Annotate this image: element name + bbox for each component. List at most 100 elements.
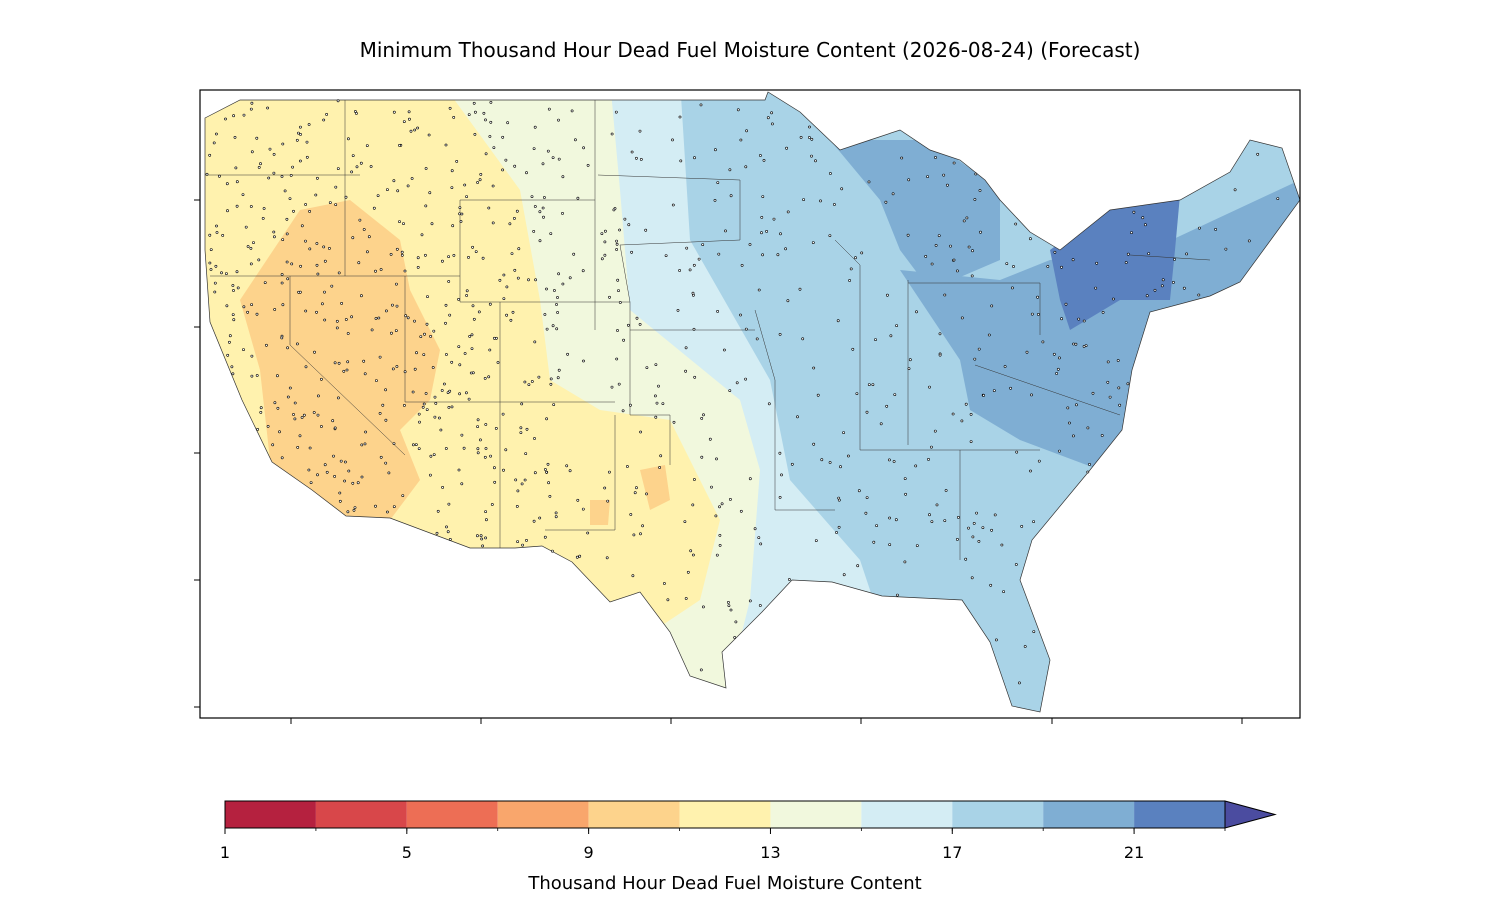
station-dot xyxy=(448,538,452,541)
station-dot xyxy=(307,468,311,472)
station-dot xyxy=(586,163,590,167)
station-dot xyxy=(410,177,414,180)
station-dot xyxy=(298,434,302,438)
station-dot xyxy=(617,289,620,293)
station-dot xyxy=(733,636,737,639)
station-dot xyxy=(403,370,407,374)
station-dot xyxy=(209,268,213,271)
station-dot xyxy=(406,316,410,320)
station-dot xyxy=(230,365,234,369)
colorbar-segment xyxy=(770,801,862,828)
station-dot xyxy=(422,402,426,406)
station-dot xyxy=(505,313,509,317)
station-dot xyxy=(281,303,285,307)
station-dot xyxy=(487,206,491,210)
station-dot xyxy=(1247,239,1251,243)
station-dot xyxy=(429,334,433,338)
station-dot xyxy=(554,511,558,515)
station-dot xyxy=(715,457,718,461)
station-dot xyxy=(849,267,853,271)
station-dot xyxy=(776,253,780,257)
station-dot xyxy=(322,245,326,249)
station-dot xyxy=(546,462,550,466)
station-dot xyxy=(515,504,519,508)
station-dot xyxy=(926,175,930,179)
station-dot xyxy=(819,199,822,203)
station-dot xyxy=(1182,286,1186,290)
station-dot xyxy=(459,220,463,223)
station-dot xyxy=(639,157,643,161)
station-dot xyxy=(519,426,523,430)
station-dot xyxy=(534,278,538,282)
station-dot xyxy=(394,329,398,333)
station-dot xyxy=(874,338,877,342)
station-dot xyxy=(748,477,752,481)
station-dot xyxy=(759,154,762,157)
station-dot xyxy=(856,564,860,568)
station-dot xyxy=(672,420,676,424)
station-dot xyxy=(281,238,285,242)
station-dot xyxy=(847,454,850,458)
station-dot xyxy=(378,355,382,359)
moisture-region xyxy=(590,500,610,525)
station-dot xyxy=(351,154,355,158)
station-dot xyxy=(641,524,645,528)
station-dot xyxy=(1224,247,1228,251)
station-dot xyxy=(1117,386,1121,390)
station-dot xyxy=(433,395,437,399)
station-dot xyxy=(684,369,688,373)
station-dot xyxy=(342,369,346,373)
station-dot xyxy=(533,205,537,208)
station-dot xyxy=(977,540,981,543)
station-dot xyxy=(833,203,836,206)
colorbar-segment xyxy=(315,801,407,828)
station-dot xyxy=(533,340,537,344)
station-dot xyxy=(618,301,622,304)
station-dot xyxy=(889,334,893,338)
station-dot xyxy=(474,250,478,254)
station-dot xyxy=(1002,590,1006,594)
station-dot xyxy=(655,401,659,405)
station-dot xyxy=(1160,284,1164,288)
station-dot xyxy=(241,193,245,197)
station-dot xyxy=(576,498,580,502)
station-dot xyxy=(442,382,446,386)
station-dot xyxy=(875,524,879,528)
station-dot xyxy=(779,232,782,236)
station-dot xyxy=(720,502,724,506)
station-dot xyxy=(360,475,364,479)
station-dot xyxy=(839,465,842,469)
country-outline xyxy=(204,91,1301,713)
station-dot xyxy=(615,357,619,361)
station-dot xyxy=(387,471,391,475)
station-dot xyxy=(231,284,235,287)
station-dot xyxy=(346,332,350,335)
station-dot xyxy=(417,412,421,416)
station-dot xyxy=(385,188,389,192)
station-dot xyxy=(582,146,586,150)
station-dot xyxy=(377,316,381,320)
station-dot xyxy=(908,358,912,362)
station-dot xyxy=(894,518,898,522)
station-dot xyxy=(692,263,696,267)
station-dot xyxy=(739,313,742,317)
station-dot xyxy=(374,504,377,508)
station-dot xyxy=(451,224,455,228)
station-dot xyxy=(530,195,534,199)
station-dot xyxy=(612,208,616,212)
station-dot xyxy=(761,253,765,257)
map-frame xyxy=(199,89,1301,719)
station-dot xyxy=(484,152,488,156)
station-dot xyxy=(525,539,528,542)
station-dot xyxy=(445,525,448,529)
station-dot xyxy=(970,274,974,278)
station-dot xyxy=(728,389,732,393)
station-dot xyxy=(411,443,415,447)
station-dot xyxy=(501,168,505,172)
station-dot xyxy=(639,532,642,536)
station-dot xyxy=(654,363,658,367)
station-dot xyxy=(488,348,492,352)
station-dot xyxy=(521,543,525,547)
station-dot xyxy=(280,336,284,340)
station-dot xyxy=(864,511,868,515)
